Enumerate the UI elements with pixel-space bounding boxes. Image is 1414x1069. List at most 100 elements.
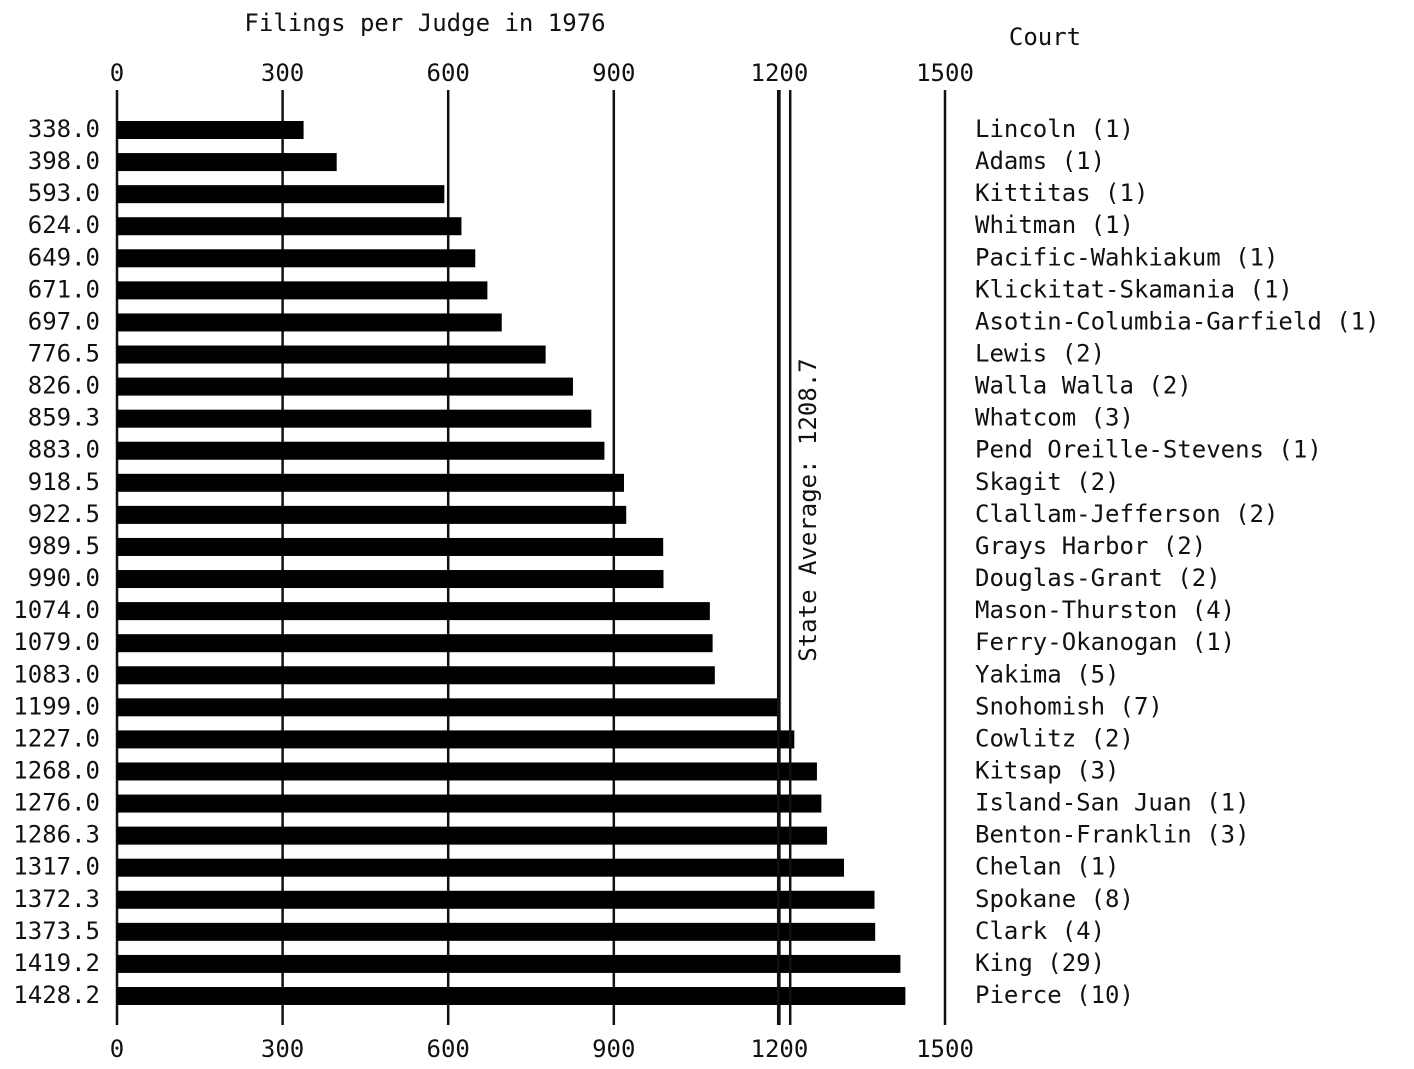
bar [117, 794, 822, 813]
bar [117, 409, 592, 428]
value-label: 1276.0 [13, 789, 100, 817]
category-label: Spokane (8) [975, 885, 1134, 913]
value-label: 883.0 [28, 436, 100, 464]
x-tick-label-bottom: 900 [592, 1035, 635, 1063]
value-label: 593.0 [28, 179, 100, 207]
value-label: 1079.0 [13, 628, 100, 656]
category-label: King (29) [975, 949, 1105, 977]
category-label: Chelan (1) [975, 853, 1120, 881]
category-label: Walla Walla (2) [975, 372, 1192, 400]
value-label: 1286.3 [13, 821, 100, 849]
bar [117, 666, 715, 685]
bar [117, 473, 625, 492]
value-label: 826.0 [28, 372, 100, 400]
value-label: 649.0 [28, 243, 100, 271]
value-label: 338.0 [28, 115, 100, 143]
x-tick-label-top: 900 [592, 59, 635, 87]
value-label: 776.5 [28, 340, 100, 368]
bar [117, 121, 304, 139]
category-label: Skagit (2) [975, 468, 1120, 496]
category-label: Mason-Thurston (4) [975, 596, 1235, 624]
bar [117, 345, 546, 364]
bar [117, 634, 713, 653]
x-tick-label-bottom: 1500 [916, 1035, 974, 1063]
category-label: Clallam-Jefferson (2) [975, 500, 1278, 528]
value-label: 1227.0 [13, 724, 100, 752]
value-label: 989.5 [28, 532, 100, 560]
bar [117, 858, 844, 877]
category-label: Lewis (2) [975, 340, 1105, 368]
x-tick-label-bottom: 600 [427, 1035, 470, 1063]
x-tick-label-bottom: 1200 [751, 1035, 809, 1063]
x-tick-label-top: 1500 [916, 59, 974, 87]
value-label: 1373.5 [13, 917, 100, 945]
category-label: Pierce (10) [975, 981, 1134, 1009]
reference-label: State Average: 1208.7 [794, 358, 822, 661]
value-label: 1074.0 [13, 596, 100, 624]
x-tick-label-top: 0 [110, 59, 124, 87]
value-label: 1372.3 [13, 885, 100, 913]
chart-title: Filings per Judge in 1976 [244, 9, 605, 37]
bar [117, 249, 476, 268]
x-tick-label-top: 300 [261, 59, 304, 87]
bar [117, 987, 906, 1005]
category-label: Snohomish (7) [975, 692, 1163, 720]
category-label: Benton-Franklin (3) [975, 821, 1250, 849]
bar [117, 153, 337, 172]
x-tick-label-bottom: 0 [110, 1035, 124, 1063]
category-label: Asotin-Columbia-Garfield (1) [975, 307, 1380, 335]
category-label: Ferry-Okanogan (1) [975, 628, 1235, 656]
category-label: Whatcom (3) [975, 404, 1134, 432]
category-label: Adams (1) [975, 147, 1105, 175]
value-label: 1083.0 [13, 660, 100, 688]
bar [117, 505, 627, 524]
category-label: Kittitas (1) [975, 179, 1148, 207]
category-label: Yakima (5) [975, 660, 1120, 688]
value-label: 398.0 [28, 147, 100, 175]
bar [117, 185, 445, 204]
value-label: 1199.0 [13, 692, 100, 720]
value-label: 918.5 [28, 468, 100, 496]
category-label: Kitsap (3) [975, 756, 1120, 784]
bar [117, 281, 488, 300]
bar [117, 698, 779, 717]
value-label: 671.0 [28, 275, 100, 303]
value-label: 859.3 [28, 404, 100, 432]
bar [117, 313, 502, 332]
value-label: 697.0 [28, 307, 100, 335]
category-label: Pend Oreille-Stevens (1) [975, 436, 1322, 464]
category-label: Douglas-Grant (2) [975, 564, 1221, 592]
bar [117, 890, 875, 909]
x-tick-label-top: 600 [427, 59, 470, 87]
bar [117, 762, 817, 781]
value-label: 1428.2 [13, 981, 100, 1009]
value-label: 1317.0 [13, 853, 100, 881]
bar [117, 441, 605, 460]
value-label: 990.0 [28, 564, 100, 592]
bar [117, 602, 710, 621]
bar [117, 954, 901, 973]
bar [117, 537, 664, 556]
bar [117, 922, 876, 941]
value-label: 1268.0 [13, 756, 100, 784]
category-label: Grays Harbor (2) [975, 532, 1206, 560]
bar [117, 377, 573, 396]
category-label: Cowlitz (2) [975, 724, 1134, 752]
bar [117, 826, 828, 845]
category-label: Island-San Juan (1) [975, 789, 1250, 817]
value-label: 1419.2 [13, 949, 100, 977]
bar [117, 730, 795, 749]
category-header: Court [1009, 23, 1081, 51]
category-label: Whitman (1) [975, 211, 1134, 239]
category-label: Lincoln (1) [975, 115, 1134, 143]
x-tick-label-top: 1200 [751, 59, 809, 87]
value-label: 624.0 [28, 211, 100, 239]
category-label: Clark (4) [975, 917, 1105, 945]
bar [117, 570, 664, 589]
category-label: Klickitat-Skamania (1) [975, 275, 1293, 303]
bar [117, 217, 462, 236]
category-label: Pacific-Wahkiakum (1) [975, 243, 1278, 271]
x-tick-label-bottom: 300 [261, 1035, 304, 1063]
value-label: 922.5 [28, 500, 100, 528]
